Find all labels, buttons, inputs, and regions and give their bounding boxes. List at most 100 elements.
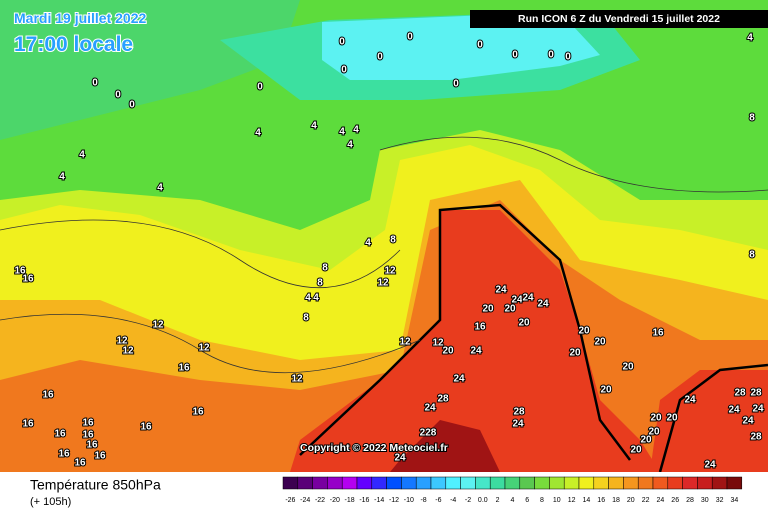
contour-label: 16 bbox=[74, 458, 86, 469]
contour-label: 4 bbox=[313, 293, 319, 304]
scale-label: 22 bbox=[642, 497, 650, 504]
contour-label: 20 bbox=[650, 413, 662, 424]
contour-label: 0 bbox=[477, 40, 483, 51]
contour-label: 20 bbox=[578, 326, 590, 337]
contour-label: 20 bbox=[482, 304, 494, 315]
scale-label: 26 bbox=[671, 497, 679, 504]
contour-label: 20 bbox=[622, 362, 634, 373]
scale-label: 14 bbox=[583, 497, 591, 504]
contour-label: 4 bbox=[255, 128, 261, 139]
scale-label: -18 bbox=[345, 497, 355, 504]
contour-label: 24 bbox=[495, 285, 507, 296]
scale-swatch bbox=[578, 476, 595, 490]
contour-label: 16 bbox=[82, 430, 94, 441]
contour-label: 24 bbox=[394, 453, 406, 464]
scale-label: -26 bbox=[285, 497, 295, 504]
contour-label: 24 bbox=[537, 299, 549, 310]
contour-label: 0 bbox=[129, 100, 135, 111]
scale-label: 18 bbox=[612, 497, 620, 504]
scale-swatch bbox=[534, 476, 550, 490]
contour-label: 0 bbox=[92, 78, 98, 89]
contour-label: 20 bbox=[630, 445, 642, 456]
contour-label: 0 bbox=[377, 52, 383, 63]
scale-swatch bbox=[697, 476, 713, 490]
contour-label: 24 bbox=[512, 419, 524, 430]
contour-label: 24 bbox=[453, 374, 465, 385]
scale-swatch bbox=[297, 476, 313, 490]
contour-label: 24 bbox=[742, 416, 754, 427]
contour-label: 16 bbox=[82, 418, 94, 429]
scale-swatch bbox=[637, 476, 654, 490]
contour-label: 12 bbox=[399, 337, 411, 348]
contour-label: 12 bbox=[116, 336, 128, 347]
scale-label: 10 bbox=[553, 497, 561, 504]
scale-label: -16 bbox=[359, 497, 369, 504]
contour-label: 24 bbox=[424, 403, 436, 414]
forecast-date: Mardi 19 juillet 2022 bbox=[14, 10, 146, 26]
scale-swatch bbox=[667, 476, 683, 490]
scale-swatch bbox=[682, 476, 698, 490]
contour-label: 16 bbox=[22, 274, 34, 285]
contour-label: 4 bbox=[305, 293, 311, 304]
contour-label: 24 bbox=[470, 346, 482, 357]
contour-label: 8 bbox=[749, 250, 755, 261]
contour-label: 28 bbox=[437, 394, 449, 405]
scale-label: 34 bbox=[731, 497, 739, 504]
scale-label: 16 bbox=[597, 497, 605, 504]
scale-swatch bbox=[593, 476, 609, 490]
contour-label: 0 bbox=[548, 50, 554, 61]
contour-label: 24 bbox=[752, 404, 764, 415]
contour-label: 24 bbox=[511, 295, 523, 306]
contour-label: 0 bbox=[341, 65, 347, 76]
scale-label: -22 bbox=[315, 497, 325, 504]
contour-label: 4 bbox=[747, 33, 753, 44]
contour-20 bbox=[658, 363, 768, 473]
contour-label: 16 bbox=[14, 266, 26, 277]
scale-swatch bbox=[460, 476, 476, 490]
contour-label: 0 bbox=[407, 32, 413, 43]
scale-label: -14 bbox=[374, 497, 384, 504]
contour-label: 20 bbox=[504, 304, 516, 315]
contour-label: 8 bbox=[303, 313, 309, 324]
scale-label: 0.0 bbox=[478, 497, 488, 504]
contour-label: 20 bbox=[648, 427, 660, 438]
contour-label: 24 bbox=[684, 395, 696, 406]
footer-title: Température 850hPa bbox=[30, 477, 161, 493]
scale-label: 28 bbox=[686, 497, 694, 504]
contour-label: 4 bbox=[339, 127, 345, 138]
contour-label: 16 bbox=[22, 419, 34, 430]
scale-swatch bbox=[401, 476, 417, 490]
contour-label: 12 bbox=[432, 338, 444, 349]
contour-label: 12 bbox=[198, 343, 210, 354]
contour-label: 24 bbox=[522, 293, 534, 304]
scale-swatch bbox=[445, 476, 461, 490]
contour-label: 8 bbox=[390, 235, 396, 246]
contour-label: 28 bbox=[513, 407, 525, 418]
contour-label: 20 bbox=[442, 346, 454, 357]
scale-swatch bbox=[341, 476, 358, 490]
scale-swatch bbox=[504, 476, 521, 490]
contour-label: 12 bbox=[152, 320, 164, 331]
contour-label: 28 bbox=[734, 388, 746, 399]
contour-label: 16 bbox=[178, 363, 190, 374]
contour-label: 12 bbox=[377, 278, 389, 289]
scale-label: 12 bbox=[568, 497, 576, 504]
extreme-zone bbox=[390, 420, 500, 472]
run-box bbox=[470, 10, 768, 28]
run-info: Run ICON 6 Z du Vendredi 15 juillet 2022 bbox=[518, 13, 720, 25]
contour-label: 20 bbox=[666, 413, 678, 424]
contour-label: 0 bbox=[565, 52, 571, 63]
contour-label: 16 bbox=[94, 451, 106, 462]
very-hot-zone bbox=[290, 210, 660, 472]
contour-label: 16 bbox=[474, 322, 486, 333]
contour-label: 16 bbox=[652, 328, 664, 339]
scale-swatch bbox=[312, 476, 328, 490]
copyright: Copyright © 2022 Meteociel.fr bbox=[300, 442, 448, 454]
contour-label: 16 bbox=[140, 422, 152, 433]
contour-label: 16 bbox=[54, 429, 66, 440]
contour-label: 20 bbox=[600, 385, 612, 396]
contour-label: 16 bbox=[192, 407, 204, 418]
contour-label: 20 bbox=[640, 435, 652, 446]
scale-swatch bbox=[282, 476, 299, 490]
